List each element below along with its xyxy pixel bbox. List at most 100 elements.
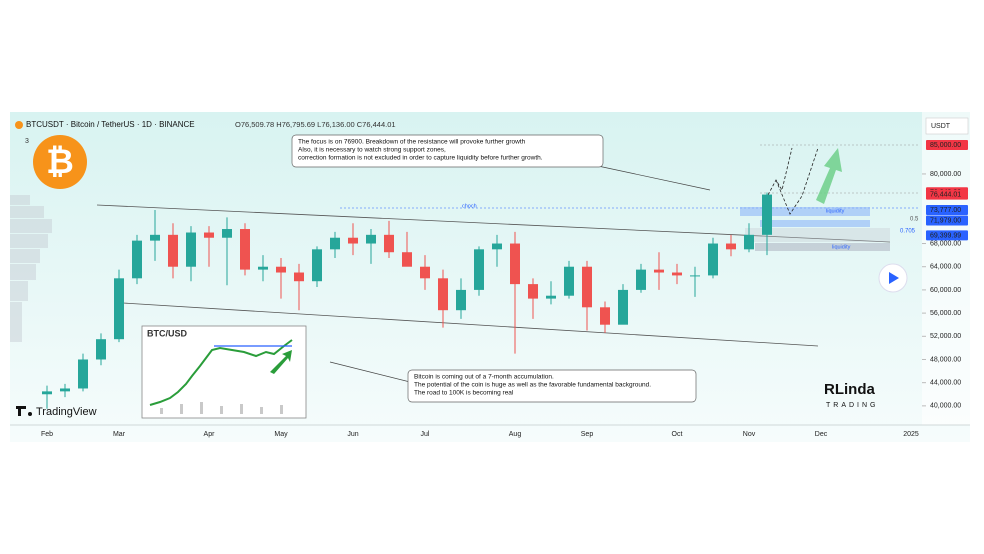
x-tick-label: May — [274, 431, 288, 438]
x-tick-label: Dec — [815, 431, 828, 438]
author-brand-sub: TRADING — [826, 402, 879, 409]
tv-logo-mark — [28, 412, 32, 416]
candle-body — [744, 234, 754, 250]
candle-body — [240, 229, 250, 270]
annotation-line: The road to 100K is becoming real — [414, 390, 514, 397]
btc-logo-symbol: ₿ — [46, 143, 74, 181]
candle-body — [348, 237, 358, 244]
x-tick-label: Oct — [672, 431, 683, 438]
candle-body — [456, 289, 466, 311]
inset-chart — [141, 325, 307, 419]
projection — [775, 147, 819, 215]
y-tick-label: 48,000.00 — [930, 356, 961, 363]
fib-label: 0.5 — [910, 217, 919, 223]
candle-body — [96, 339, 106, 360]
projection — [767, 147, 793, 196]
liquidity-label: liquidity — [832, 244, 851, 250]
inset-title: BTC/USD — [147, 328, 187, 338]
x-tick-label: Jul — [421, 431, 430, 438]
annotation-line: The focus is on 76900. Breakdown of the … — [298, 139, 526, 146]
inset-volume — [160, 402, 283, 414]
candle-body — [150, 234, 160, 241]
annotation-connector — [597, 165, 711, 191]
btc-logo — [33, 135, 87, 189]
candle-body — [582, 266, 592, 308]
price-tag-label: 73,777.00 — [930, 207, 961, 214]
author-brand: RLinda — [824, 381, 875, 398]
liquidity-zone — [740, 207, 870, 216]
price-tag — [926, 230, 968, 241]
y-tick-label: 56,000.00 — [930, 310, 961, 317]
candle-body — [384, 234, 394, 253]
y-tick-label: 60,000.00 — [930, 287, 961, 294]
price-tag — [926, 205, 968, 216]
candle-body — [132, 240, 142, 279]
candle-body — [528, 284, 538, 299]
liquidity-zone — [760, 220, 870, 227]
annotation-line: The potential of the coin is huge as wel… — [414, 382, 651, 389]
inset-line — [149, 339, 293, 406]
candle-body — [654, 269, 664, 273]
price-axis — [922, 112, 970, 425]
tradingview-brand: TradingView — [36, 406, 97, 418]
candle-body — [564, 266, 574, 296]
candle-body — [690, 275, 700, 277]
candle-body — [438, 278, 448, 311]
symbol: BTCUSDT · Bitcoin / TetherUS · 1D · BINA… — [26, 120, 195, 129]
price-tag-label: 85,000.00 — [930, 142, 961, 149]
y-tick-label: 44,000.00 — [930, 380, 961, 387]
liquidity-label: liquidity — [826, 208, 845, 214]
x-tick-label: 2025 — [903, 431, 919, 438]
choch-label: choch — [462, 203, 477, 209]
ohlc: O76,509.78 H76,795.69 L76,136.00 C76,444… — [235, 120, 396, 129]
x-tick-label: Sep — [581, 431, 594, 438]
candle-body — [492, 243, 502, 250]
symbol-icon — [15, 121, 23, 129]
annotation-line: correction formation is not excluded in … — [298, 155, 543, 162]
candle-body — [114, 278, 124, 340]
candle-body — [708, 243, 718, 276]
growth-arrow — [816, 148, 842, 204]
candle-body — [510, 243, 520, 285]
candle-body — [60, 388, 70, 392]
tv-logo-mark — [18, 406, 21, 416]
candle-body — [258, 266, 268, 270]
fib-label: 0.705 — [900, 229, 916, 235]
candle-body — [600, 307, 610, 325]
x-tick-label: Aug — [509, 431, 522, 438]
candle-body — [204, 232, 214, 238]
annotation-connector — [329, 361, 411, 383]
fib-zone — [745, 228, 890, 242]
candles — [42, 192, 772, 409]
price-tag — [926, 139, 968, 150]
candle-body — [168, 234, 178, 267]
candle-body — [474, 249, 484, 290]
candle-body — [276, 266, 286, 273]
y-tick-label: 52,000.00 — [930, 333, 961, 340]
indicator-count[interactable]: 3 — [25, 138, 29, 145]
candle-body — [618, 289, 628, 325]
y-tick-label: 80,000.00 — [930, 171, 961, 178]
channel-lower — [122, 302, 819, 347]
candle-body — [636, 269, 646, 290]
volume-profile — [10, 195, 52, 342]
candle-body — [402, 252, 412, 267]
candle-body — [420, 266, 430, 279]
candle-body — [366, 234, 376, 244]
channel-upper — [96, 204, 891, 243]
inset-arrow — [270, 350, 292, 374]
candle-body — [726, 243, 736, 250]
candle-body — [672, 272, 682, 276]
y-tick-label: 40,000.00 — [930, 403, 961, 410]
x-tick-label: Nov — [743, 431, 756, 438]
x-tick-label: Jun — [347, 431, 358, 438]
y-tick-label: 68,000.00 — [930, 240, 961, 247]
x-tick-label: Feb — [41, 431, 53, 438]
price-tag — [926, 189, 968, 200]
price-tag-label: 76,444.01 — [930, 191, 961, 198]
currency-box[interactable] — [925, 117, 969, 135]
candle-body — [330, 237, 340, 250]
candle-body — [222, 229, 232, 238]
x-tick-label: Mar — [113, 431, 126, 438]
